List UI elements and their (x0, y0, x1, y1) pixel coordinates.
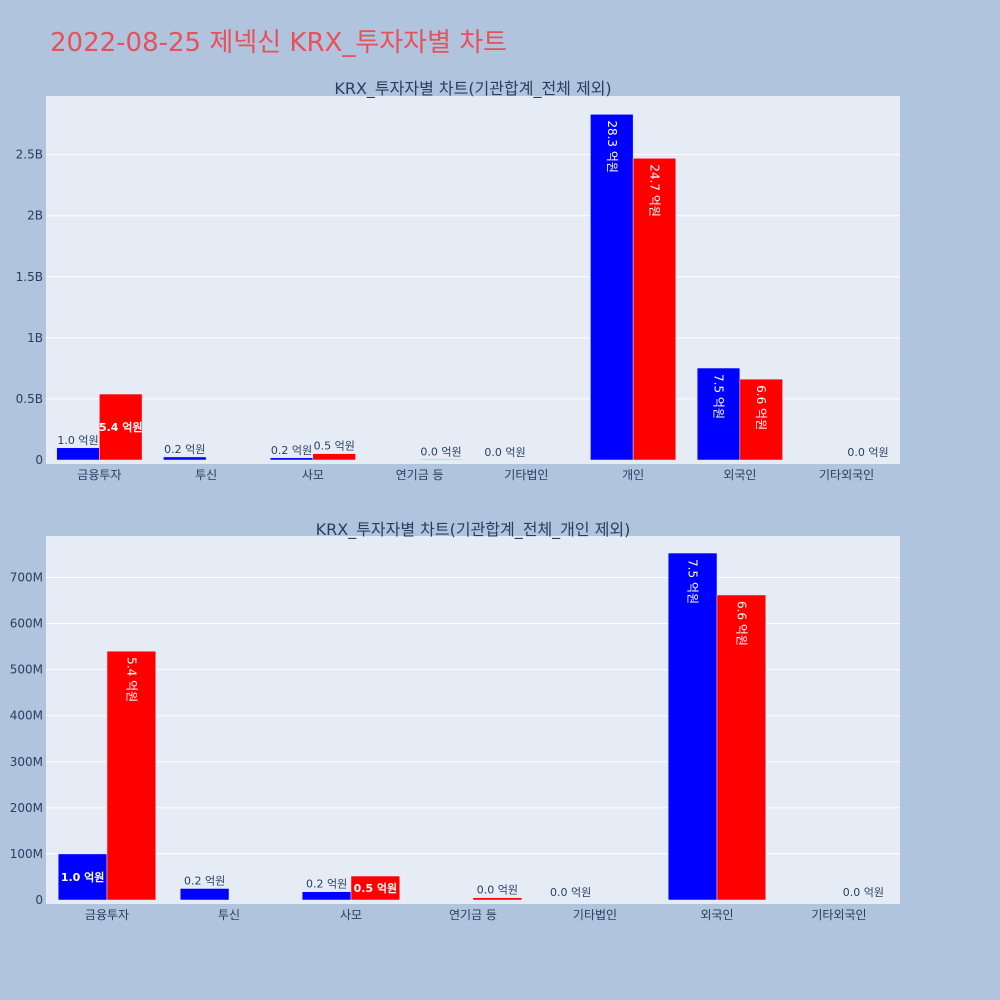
bar (419, 459, 463, 461)
data-label: 0.2 억원 (271, 444, 312, 457)
y-tick-label: 100M (10, 847, 43, 861)
bar (472, 897, 523, 901)
y-tick-label: 1B (27, 331, 43, 345)
x-tick-label: 기타외국인 (811, 908, 866, 922)
data-label: 0.5 억원 (354, 881, 398, 895)
y-tick-label: 0 (35, 893, 43, 907)
data-label: 1.0 억원 (61, 870, 105, 884)
data-label: 5.4 억원 (99, 420, 143, 434)
y-tick-label: 2.5B (16, 148, 43, 162)
chart-title: KRX_투자자별 차트(기관합계_전체 제외) (334, 79, 611, 99)
bar (99, 393, 143, 461)
bar (696, 367, 741, 461)
y-tick-label: 400M (10, 709, 43, 723)
bar (301, 891, 352, 901)
plot-area (46, 536, 900, 904)
x-tick-label: 기타법인 (504, 468, 548, 482)
y-tick-label: 2B (27, 209, 43, 223)
bar (163, 456, 207, 461)
data-label: 0.0 억원 (847, 446, 888, 459)
x-tick-label: 개인 (622, 468, 644, 482)
bar (57, 853, 108, 901)
x-tick-label: 투신 (195, 468, 217, 482)
data-label: 24.7 억원 (647, 164, 661, 217)
y-tick-label: 1.5B (16, 270, 43, 284)
y-tick-label: 500M (10, 663, 43, 677)
data-label: 28.3 억원 (605, 120, 619, 173)
y-tick-label: 0.5B (16, 392, 43, 406)
data-label: 0.0 억원 (420, 445, 461, 458)
y-tick-label: 600M (10, 617, 43, 631)
bar (739, 378, 783, 461)
x-tick-label: 연기금 등 (449, 908, 497, 922)
x-tick-label: 사모 (302, 468, 324, 482)
top-bar-chart: KRX_투자자별 차트(기관합계_전체 제외) 0 0.5B 1B 1.5B 2B 2.5B… (16, 79, 900, 482)
data-label: 0.2 억원 (306, 878, 347, 891)
data-label: 1.0 억원 (57, 434, 98, 447)
x-tick-label: 금융투자 (77, 468, 121, 482)
data-label: 0.2 억원 (184, 874, 225, 887)
bar (716, 594, 767, 901)
data-label: 7.5 억원 (712, 374, 726, 419)
bar (179, 888, 230, 901)
bar (590, 114, 634, 461)
bar (106, 650, 157, 901)
x-tick-label: 연기금 등 (396, 468, 444, 482)
data-label: 6.6 억원 (754, 385, 768, 430)
data-label: 0.2 억원 (164, 443, 205, 456)
bar (667, 552, 718, 901)
data-label: 0.0 억원 (477, 884, 518, 897)
y-tick-label: 200M (10, 801, 43, 815)
data-label: 7.5 억원 (686, 559, 700, 604)
x-tick-label: 투신 (218, 908, 240, 922)
x-tick-label: 외국인 (700, 908, 733, 922)
data-label: 5.4 억원 (124, 657, 138, 702)
page-title: 2022-08-25 제넥신 KRX_투자자별 차트 (50, 28, 508, 58)
data-label: 6.6 억원 (734, 601, 748, 646)
bar (632, 158, 677, 461)
data-label: 0.0 억원 (843, 886, 884, 899)
x-tick-label: 금융투자 (85, 908, 129, 922)
y-tick-label: 0 (35, 453, 43, 467)
bar (350, 875, 401, 901)
x-tick-label: 외국인 (723, 468, 756, 482)
y-tick-label: 300M (10, 755, 43, 769)
x-tick-label: 사모 (340, 908, 362, 922)
data-label: 0.0 억원 (484, 446, 525, 459)
bar (312, 453, 356, 461)
x-tick-label: 기타법인 (573, 908, 617, 922)
x-tick-label: 기타외국인 (819, 468, 874, 482)
y-tick-label: 700M (10, 570, 43, 584)
chart-title: KRX_투자자별 차트(기관합계_전체_개인 제외) (316, 520, 631, 540)
data-label: 0.5 억원 (314, 440, 355, 453)
data-label: 0.0 억원 (550, 886, 591, 899)
